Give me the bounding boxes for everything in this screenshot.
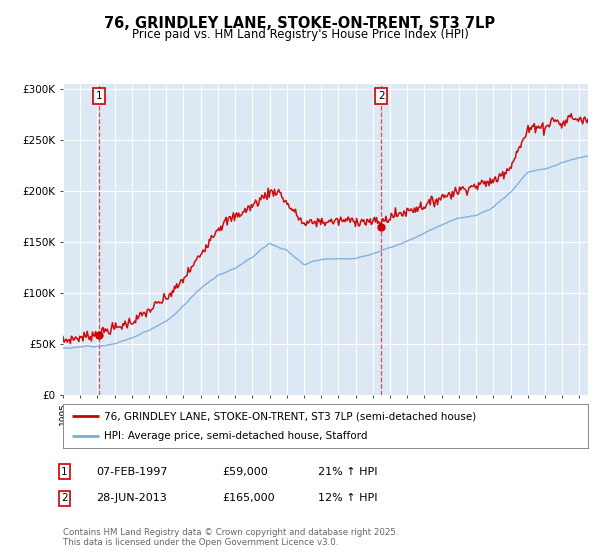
Text: 2: 2: [378, 91, 385, 101]
Text: 21% ↑ HPI: 21% ↑ HPI: [318, 466, 377, 477]
Text: Contains HM Land Registry data © Crown copyright and database right 2025.
This d: Contains HM Land Registry data © Crown c…: [63, 528, 398, 547]
Text: £59,000: £59,000: [222, 466, 268, 477]
Text: 1: 1: [61, 466, 68, 477]
Text: HPI: Average price, semi-detached house, Stafford: HPI: Average price, semi-detached house,…: [104, 431, 367, 441]
Text: 76, GRINDLEY LANE, STOKE-ON-TRENT, ST3 7LP: 76, GRINDLEY LANE, STOKE-ON-TRENT, ST3 7…: [104, 16, 496, 31]
Text: 28-JUN-2013: 28-JUN-2013: [96, 493, 167, 503]
Text: 12% ↑ HPI: 12% ↑ HPI: [318, 493, 377, 503]
Text: 07-FEB-1997: 07-FEB-1997: [96, 466, 167, 477]
Text: Price paid vs. HM Land Registry's House Price Index (HPI): Price paid vs. HM Land Registry's House …: [131, 28, 469, 41]
Text: 1: 1: [95, 91, 102, 101]
Text: 2: 2: [61, 493, 68, 503]
Text: 76, GRINDLEY LANE, STOKE-ON-TRENT, ST3 7LP (semi-detached house): 76, GRINDLEY LANE, STOKE-ON-TRENT, ST3 7…: [104, 411, 476, 421]
Text: £165,000: £165,000: [222, 493, 275, 503]
